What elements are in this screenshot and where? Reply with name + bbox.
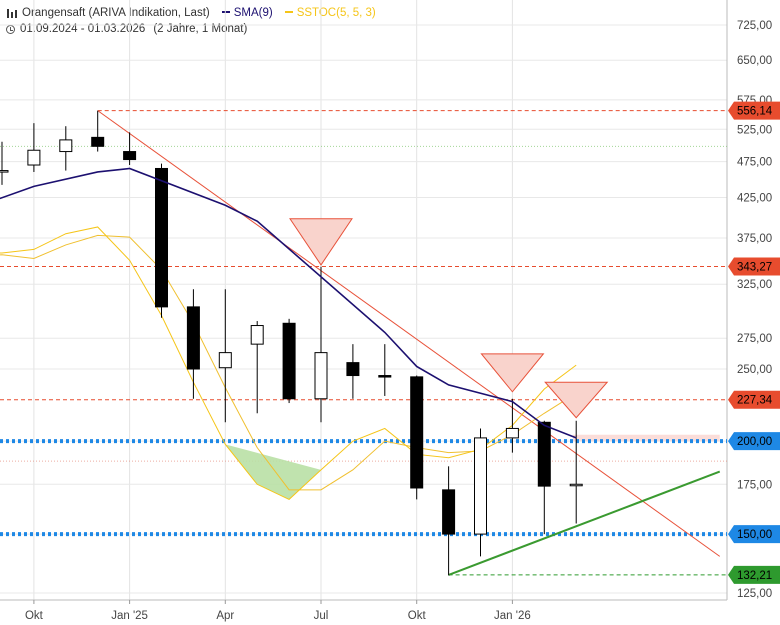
legend-date-range: 01.09.2024 - 01.03.2026 <box>20 23 146 35</box>
y-tick-label: 725,00 <box>737 20 772 32</box>
candle <box>91 110 105 152</box>
candle <box>218 289 232 423</box>
x-tick-label: Jul <box>314 610 329 622</box>
legend-period: (2 Jahre, 1 Monat) <box>153 23 248 35</box>
resistance-zone <box>573 434 720 442</box>
level-badge-shape <box>728 565 780 584</box>
x-tick-label: Jan '25 <box>111 610 148 622</box>
candle-body <box>505 427 519 439</box>
sell-signal-triangle <box>480 353 545 393</box>
candle <box>0 141 9 185</box>
candle-body <box>537 421 551 487</box>
candle <box>250 321 264 414</box>
level-badge-shape <box>728 257 780 276</box>
candle-body <box>474 437 487 535</box>
level-badge: 556,14 <box>728 101 780 120</box>
y-tick-label: 475,00 <box>737 157 772 169</box>
level-badge-label: 227,34 <box>737 395 773 407</box>
chart-legend: Orangensaft (ARIVA Indikation, Last) SMA… <box>6 5 376 37</box>
candle <box>314 266 328 423</box>
candle-body <box>123 151 137 161</box>
y-tick-label: 275,00 <box>737 333 772 345</box>
y-tick-label: 650,00 <box>737 55 772 67</box>
level-badge-shape <box>728 432 780 451</box>
y-tick-label: 325,00 <box>737 279 772 291</box>
candles <box>0 110 583 576</box>
candle-body <box>59 139 73 153</box>
candle <box>442 466 456 576</box>
candle <box>346 344 360 399</box>
level-badge: 200,00 <box>728 432 780 451</box>
candle-body <box>346 362 360 377</box>
candle <box>123 132 137 166</box>
candle-body <box>410 376 424 489</box>
x-tick-label: Okt <box>408 610 427 622</box>
candle <box>537 420 551 535</box>
level-badge-label: 132,21 <box>737 570 772 582</box>
candle <box>474 428 487 557</box>
level-badge: 227,34 <box>728 390 780 409</box>
legend-row-period: 01.09.2024 - 01.03.2026 (2 Jahre, 1 Mona… <box>6 21 376 37</box>
legend-sma: SMA(9) <box>233 7 273 19</box>
candle-body <box>314 352 328 400</box>
x-tick-label: Jan '26 <box>494 610 531 622</box>
y-tick-label: 425,00 <box>737 193 772 205</box>
candle <box>155 163 168 318</box>
y-tick-label: 250,00 <box>737 364 772 376</box>
level-badge-label: 556,14 <box>737 106 773 118</box>
oversold-area <box>225 444 321 500</box>
y-tick-label: 375,00 <box>737 233 772 245</box>
sell-signal-triangle <box>544 381 609 419</box>
candle-body <box>27 149 41 166</box>
candle <box>505 398 519 453</box>
candle-body <box>155 167 168 308</box>
candle-body <box>569 483 583 487</box>
candle-body <box>0 170 9 173</box>
candle-body <box>91 136 105 147</box>
candle-body <box>250 325 264 345</box>
candle <box>378 344 392 396</box>
trendline <box>97 110 721 557</box>
sma-line <box>0 167 577 439</box>
candle <box>186 289 200 399</box>
level-badge-shape <box>728 525 780 544</box>
level-badge: 150,00 <box>728 525 780 544</box>
x-tick-label: Okt <box>25 610 44 622</box>
x-tick-label: Apr <box>216 610 234 622</box>
candle-body <box>218 352 232 369</box>
level-badge-shape <box>728 101 780 120</box>
candle-body <box>442 489 456 535</box>
candle <box>27 123 41 172</box>
candle-body <box>186 306 200 370</box>
legend-row-series: Orangensaft (ARIVA Indikation, Last) SMA… <box>6 5 376 21</box>
candle <box>282 318 296 404</box>
y-tick-label: 125,00 <box>737 588 772 600</box>
candle-body <box>378 375 392 378</box>
level-badge-label: 150,00 <box>737 529 772 541</box>
legend-sstoc: SSTOC(5, 5, 3) <box>296 7 376 19</box>
candle-body <box>282 322 296 400</box>
level-badge-shape <box>728 390 780 409</box>
level-badge: 132,21 <box>728 565 780 584</box>
sell-signal-triangle <box>289 218 353 266</box>
level-badge-label: 200,00 <box>737 436 772 448</box>
level-badge: 343,27 <box>728 257 780 276</box>
legend-instrument: Orangensaft (ARIVA Indikation, Last) <box>22 7 210 19</box>
sstoc-legend-swatch <box>284 11 293 13</box>
trendline <box>448 470 721 576</box>
candlestick-icon <box>6 8 18 18</box>
candle <box>59 126 73 171</box>
y-tick-label: 525,00 <box>737 124 772 136</box>
level-badge-label: 343,27 <box>737 262 772 274</box>
y-tick-label: 175,00 <box>737 479 772 491</box>
candle <box>410 375 424 500</box>
